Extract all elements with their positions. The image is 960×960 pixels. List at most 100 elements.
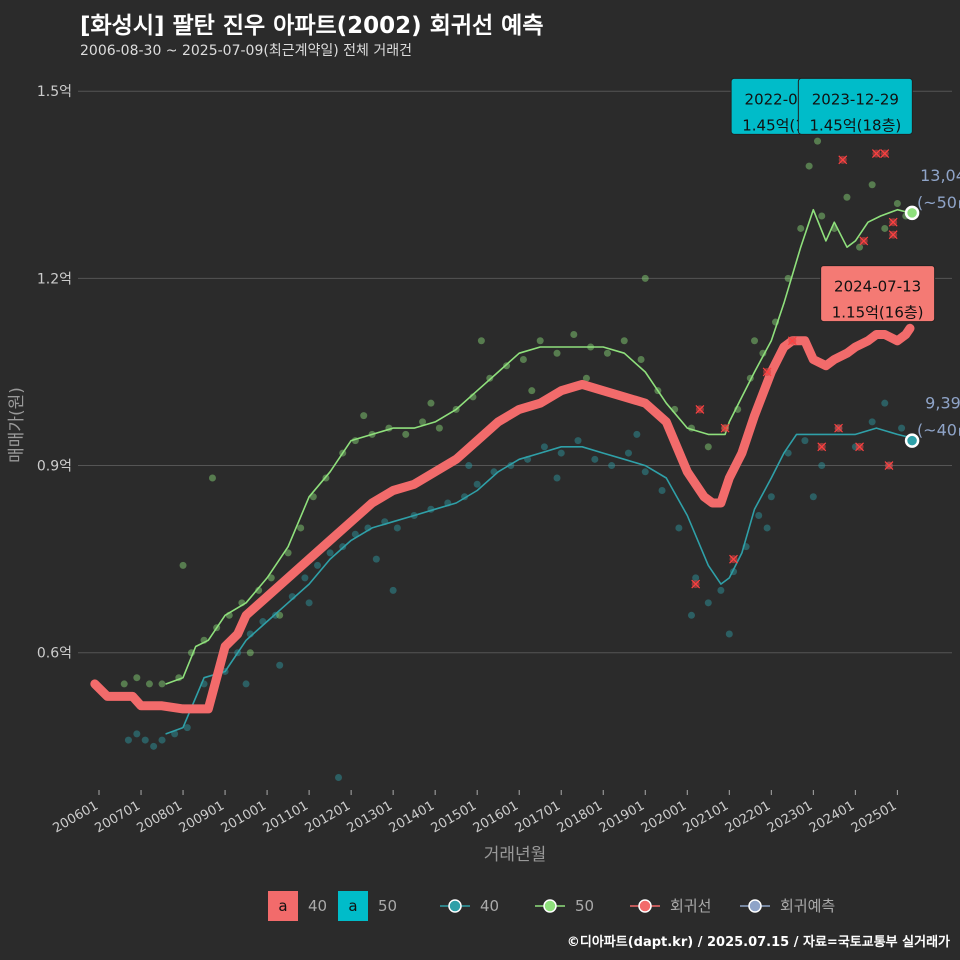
scatter-point-40 bbox=[717, 586, 725, 594]
scatter-point-50 bbox=[856, 243, 864, 251]
x-tick-label: 201801 bbox=[555, 798, 605, 836]
scatter-point-40 bbox=[763, 524, 771, 532]
legend-marker bbox=[638, 899, 652, 913]
legend-label: 40 bbox=[308, 897, 327, 915]
highlight-cross bbox=[888, 217, 898, 227]
legend-key-box bbox=[338, 891, 368, 921]
scatter-point-50 bbox=[297, 524, 305, 532]
end-point-50 bbox=[904, 205, 920, 221]
scatter-points bbox=[120, 137, 910, 782]
annotation-date: 2023-12-29 bbox=[812, 90, 899, 108]
scatter-point-40 bbox=[767, 493, 775, 501]
x-tick-label: 201701 bbox=[513, 798, 563, 836]
scatter-point-40 bbox=[553, 474, 561, 482]
scatter-point-40 bbox=[465, 462, 473, 470]
scatter-point-40 bbox=[818, 462, 826, 470]
scatter-point-40 bbox=[158, 736, 166, 744]
annotation-price: 1.15억(16층) bbox=[832, 304, 924, 322]
scatter-point-50 bbox=[868, 181, 876, 189]
scatter-point-50 bbox=[603, 349, 611, 357]
y-tick-label: 0.6억 bbox=[37, 646, 72, 662]
scatter-point-40 bbox=[881, 399, 889, 407]
scatter-point-50 bbox=[805, 162, 813, 170]
series-line-50 bbox=[165, 208, 911, 685]
series-line-40 bbox=[165, 427, 911, 735]
x-tick-label: 202201 bbox=[723, 798, 773, 836]
scatter-point-50 bbox=[843, 193, 851, 201]
scatter-point-50 bbox=[553, 349, 561, 357]
scatter-point-50 bbox=[519, 355, 527, 363]
scatter-point-40 bbox=[687, 611, 695, 619]
scatter-point-50 bbox=[402, 430, 410, 438]
legend-label: 50 bbox=[575, 897, 594, 915]
y-tick-label: 1.2억 bbox=[37, 271, 72, 287]
highlight-points bbox=[691, 149, 898, 589]
x-tick-label: 201501 bbox=[429, 798, 479, 836]
scatter-point-50 bbox=[582, 374, 590, 382]
scatter-point-40 bbox=[540, 443, 548, 451]
y-tick-label: 1.5억 bbox=[37, 84, 72, 100]
legend-marker bbox=[543, 899, 557, 913]
highlight-cross bbox=[787, 336, 797, 346]
scatter-point-40 bbox=[242, 680, 250, 688]
scatter-point-50 bbox=[208, 474, 216, 482]
annotation-boxes: 2022-05-241.45억(11층)2023-12-291.45억(18층)… bbox=[730, 77, 936, 323]
scatter-point-40 bbox=[574, 437, 582, 445]
highlight-cross bbox=[762, 367, 772, 377]
x-tick-label: 201101 bbox=[261, 798, 311, 836]
scatter-point-50 bbox=[881, 224, 889, 232]
scatter-point-50 bbox=[893, 200, 901, 208]
grid-lines bbox=[78, 90, 952, 654]
scatter-point-40 bbox=[326, 549, 334, 557]
end-area-label: (~50㎡) bbox=[917, 193, 960, 212]
highlight-cross bbox=[834, 423, 843, 433]
highlight-cross bbox=[859, 236, 869, 246]
highlight-cross bbox=[871, 149, 881, 159]
x-tick-label: 202001 bbox=[639, 798, 689, 836]
scatter-point-40 bbox=[658, 487, 666, 495]
legend-key-letter: a bbox=[278, 897, 287, 915]
end-point-40 bbox=[904, 433, 920, 448]
x-tick-label: 202401 bbox=[807, 798, 857, 836]
x-tick-label: 202501 bbox=[849, 798, 899, 836]
chart-caption: ©디아파트(dapt.kr) / 2025.07.15 / 자료=국토교통부 실… bbox=[566, 935, 950, 950]
highlight-cross bbox=[884, 461, 894, 470]
highlight-cross bbox=[729, 554, 738, 564]
scatter-point-50 bbox=[814, 137, 822, 145]
scatter-point-50 bbox=[704, 443, 712, 451]
scatter-point-40 bbox=[801, 437, 809, 445]
scatter-point-50 bbox=[133, 674, 141, 682]
scatter-point-40 bbox=[389, 586, 397, 594]
scatter-point-40 bbox=[868, 418, 876, 426]
scatter-point-50 bbox=[255, 586, 263, 594]
scatter-point-50 bbox=[637, 355, 645, 363]
scatter-point-50 bbox=[419, 418, 427, 426]
scatter-point-40 bbox=[692, 574, 700, 582]
scatter-point-40 bbox=[641, 468, 649, 476]
axis-ticks: 0.6억 0.9억 1.2억 1.5억 200601200701200801200901… bbox=[7, 84, 899, 865]
legend-label: 회귀선 bbox=[670, 897, 711, 915]
scatter-point-40 bbox=[150, 742, 158, 750]
scatter-point-40 bbox=[624, 449, 632, 457]
chart-subtitle: 2006-08-30 ~ 2025-07-09(최근계약일) 전체 거래건 bbox=[80, 43, 412, 59]
scatter-point-50 bbox=[145, 680, 153, 688]
highlight-cross bbox=[880, 149, 890, 159]
highlight-cross bbox=[720, 423, 730, 433]
x-tick-label: 200601 bbox=[51, 798, 101, 836]
scatter-point-40 bbox=[633, 430, 641, 438]
highlight-cross bbox=[817, 442, 827, 452]
scatter-point-50 bbox=[784, 274, 792, 282]
annotation-price: 1.45억(18층) bbox=[809, 116, 901, 134]
end-value-label: 13,045 bbox=[920, 166, 960, 185]
scatter-point-40 bbox=[675, 524, 683, 532]
end-markers: 13,045 (~50㎡) 9,393 (~40㎡) bbox=[904, 166, 960, 448]
scatter-point-40 bbox=[557, 449, 565, 457]
legend-label: 회귀예측 bbox=[780, 897, 835, 915]
x-tick-label: 201201 bbox=[303, 798, 353, 836]
scatter-point-40 bbox=[301, 574, 309, 582]
end-value-label: 9,393 bbox=[925, 394, 960, 413]
scatter-point-50 bbox=[284, 549, 292, 557]
highlight-cross bbox=[838, 155, 848, 165]
scatter-point-50 bbox=[486, 374, 494, 382]
